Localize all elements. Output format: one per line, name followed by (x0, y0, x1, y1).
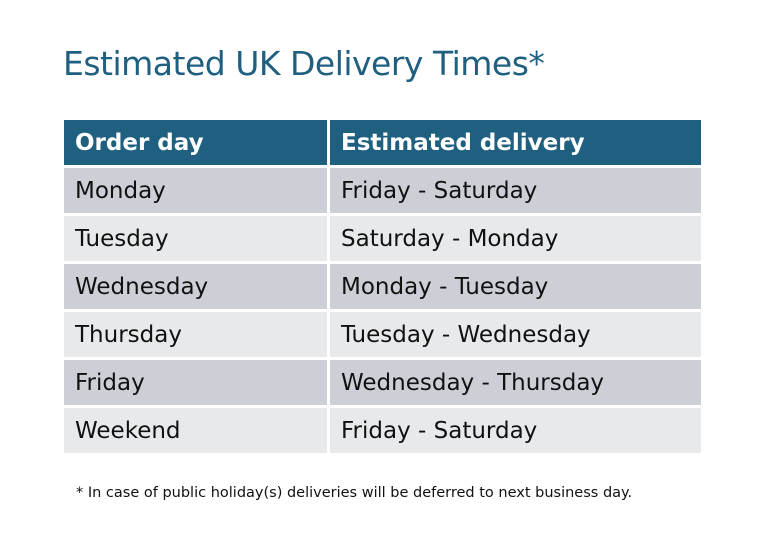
delivery-table: Order day Estimated delivery Monday Frid… (64, 120, 701, 456)
table-header-row: Order day Estimated delivery (64, 120, 701, 165)
order-day-cell: Weekend (64, 408, 327, 453)
order-day-cell: Wednesday (64, 264, 327, 309)
table-row: Tuesday Saturday - Monday (64, 216, 701, 261)
page-title: Estimated UK Delivery Times* (63, 44, 545, 83)
order-day-cell: Tuesday (64, 216, 327, 261)
table-row: Thursday Tuesday - Wednesday (64, 312, 701, 357)
order-day-cell: Thursday (64, 312, 327, 357)
table-row: Weekend Friday - Saturday (64, 408, 701, 453)
table-row: Monday Friday - Saturday (64, 168, 701, 213)
delivery-cell: Friday - Saturday (330, 168, 701, 213)
order-day-cell: Monday (64, 168, 327, 213)
delivery-cell: Friday - Saturday (330, 408, 701, 453)
delivery-cell: Saturday - Monday (330, 216, 701, 261)
table-row: Friday Wednesday - Thursday (64, 360, 701, 405)
header-estimated-delivery: Estimated delivery (330, 120, 701, 165)
table-row: Wednesday Monday - Tuesday (64, 264, 701, 309)
footnote: * In case of public holiday(s) deliverie… (76, 485, 633, 501)
header-order-day: Order day (64, 120, 327, 165)
order-day-cell: Friday (64, 360, 327, 405)
delivery-cell: Monday - Tuesday (330, 264, 701, 309)
delivery-cell: Tuesday - Wednesday (330, 312, 701, 357)
delivery-cell: Wednesday - Thursday (330, 360, 701, 405)
